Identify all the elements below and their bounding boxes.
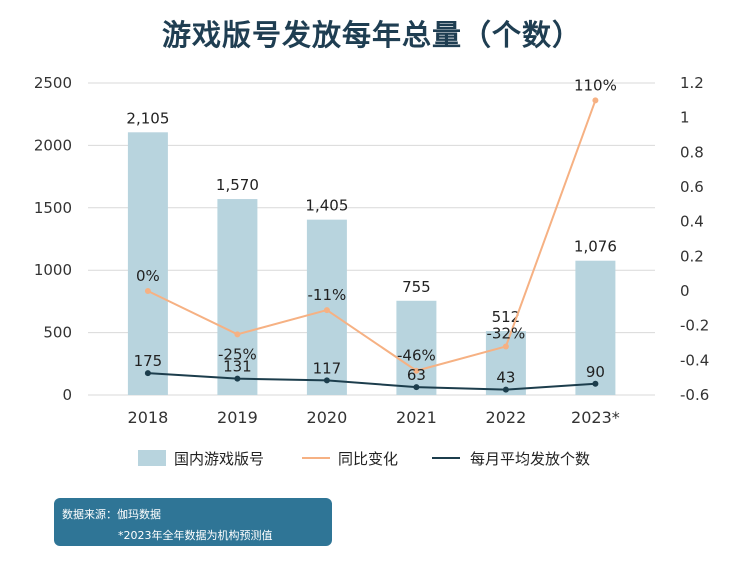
yoy-change-label: -46% [397,347,436,365]
y-right-tick-label: -0.2 [680,317,709,335]
monthly-average-point [413,384,420,391]
monthly-average-label: 43 [496,369,515,387]
monthly-average-point [234,375,241,382]
monthly-average-label: 117 [313,359,342,377]
y-left-tick-label: 1500 [34,199,72,217]
monthly-average-point [323,377,330,384]
yoy-change-point [144,288,151,294]
x-tick-label: 2018 [128,408,169,427]
bar-value-label: 512 [492,308,521,326]
y-left-tick-label: 2000 [34,136,72,154]
bar-value-label: 1,405 [305,197,348,215]
yoy-change-label: 0% [136,267,160,285]
y-right-tick-label: -0.4 [680,351,709,369]
monthly-average-label: 63 [407,366,426,384]
bar [575,260,616,395]
yoy-change-label: -25% [218,345,257,363]
y-right-tick-label: 0.6 [680,178,704,196]
x-tick-label: 2021 [396,408,437,427]
yoy-change-point [323,307,330,314]
monthly-average-label: 175 [134,352,163,370]
yoy-change-point [592,97,599,104]
legend-label: 每月平均发放个数 [470,450,590,468]
y-right-tick-label: 0.4 [680,213,704,231]
source-line: 数据来源：伽玛数据 [62,508,161,521]
yoy-change-label: -11% [308,286,347,304]
yoy-change-label: 110% [574,76,617,94]
legend-label: 国内游戏版号 [174,450,264,468]
yoy-change-label: -32% [487,324,526,342]
bar-value-label: 755 [402,278,431,296]
y-right-tick-label: -0.6 [680,386,709,404]
bar [396,300,437,395]
bar [127,132,168,395]
bar-value-label: 1,076 [574,238,617,256]
y-left-tick-label: 500 [43,324,72,342]
y-right-tick-label: 0.2 [680,247,704,265]
y-left-tick-label: 2500 [34,74,72,92]
y-right-tick-label: 1 [680,109,690,127]
monthly-average-label: 131 [223,358,252,376]
yoy-change-point [234,331,241,338]
y-right-tick-label: 0.8 [680,143,704,161]
bar-value-label: 1,570 [216,176,259,194]
chart-title: 游戏版号发放每年总量（个数） [161,18,582,52]
source-note-box: 数据来源：伽玛数据 *2023年全年数据为机构预测值 [54,498,332,546]
x-tick-label: 2022 [486,408,527,427]
y-left-tick-label: 0 [62,386,72,404]
y-left-tick-label: 1000 [34,261,72,279]
bar [217,199,258,395]
bar [485,331,526,395]
yoy-change-line [147,99,597,372]
x-tick-label: 2020 [307,408,348,427]
legend-swatch-bar [138,450,166,466]
y-right-tick-label: 0 [680,282,690,300]
monthly-average-point [592,380,599,387]
monthly-average-point [144,370,151,377]
monthly-average-label: 90 [586,363,605,381]
yoy-change-point [502,343,509,350]
bar-value-label: 2,105 [126,109,169,127]
x-tick-label: 2023* [571,408,620,427]
y-right-tick-label: 1.2 [680,74,704,92]
monthly-average-point [502,386,509,393]
yoy-change-point [413,367,420,374]
x-tick-label: 2019 [217,408,258,427]
forecast-note: *2023年全年数据为机构预测值 [118,529,273,542]
legend-label: 同比变化 [338,450,398,468]
monthly-average-line [147,372,596,391]
